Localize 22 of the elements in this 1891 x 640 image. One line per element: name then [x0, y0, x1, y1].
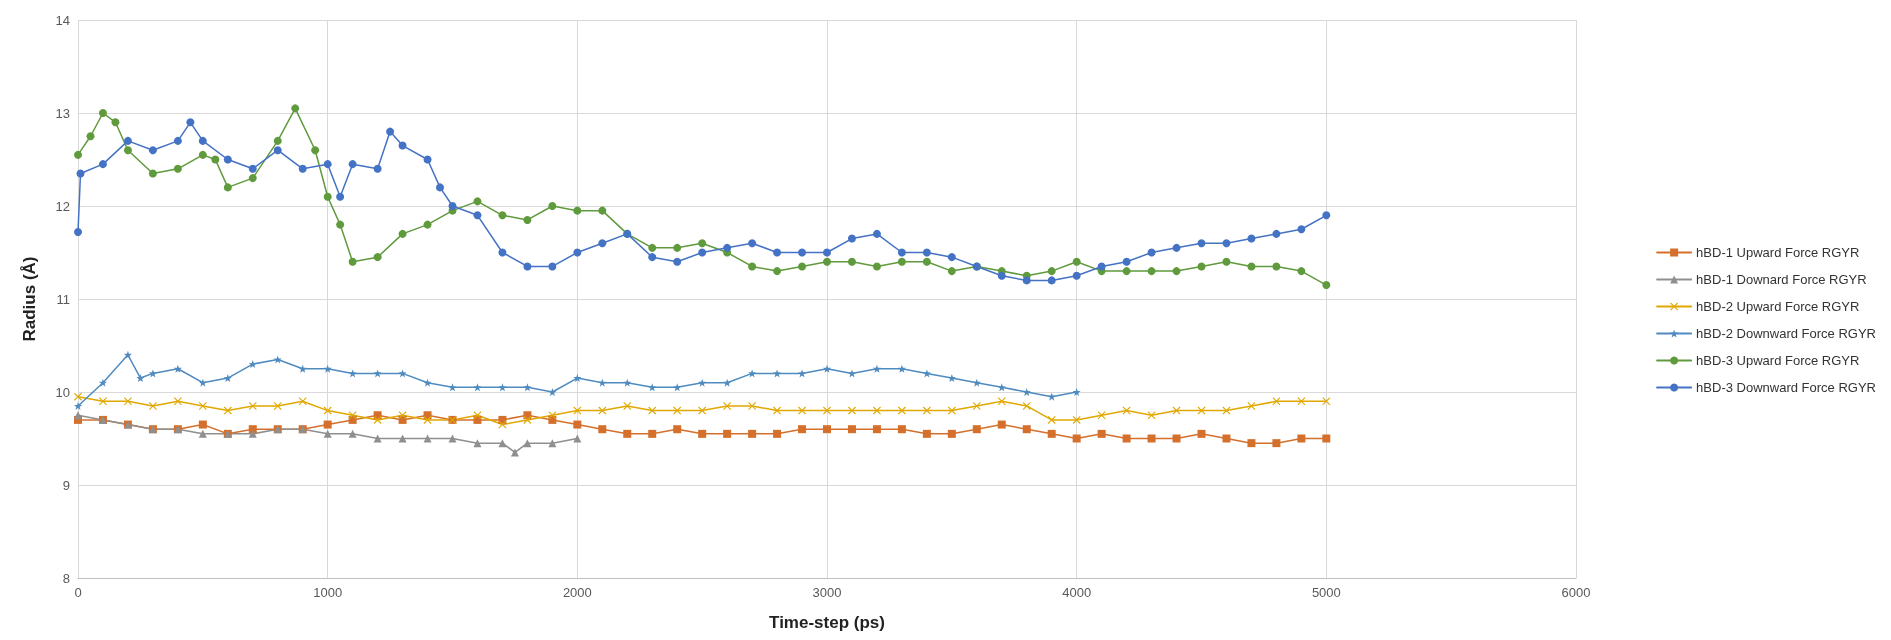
y-tick-label: 8	[62, 570, 70, 586]
y-tick-label: 9	[62, 477, 70, 493]
y-tick-label: 12	[55, 198, 70, 214]
legend-label: hBD-2 Downward Force RGYR	[1696, 326, 1876, 341]
legend-label: hBD-3 Downward Force RGYR	[1696, 380, 1876, 395]
legend-label: hBD-2 Upward Force RGYR	[1696, 299, 1860, 314]
x-tick-label: 0	[74, 585, 82, 600]
legend-label: hBD-1 Downard Force RGYR	[1696, 272, 1867, 287]
y-tick-label: 13	[55, 105, 70, 121]
legend-label: hBD-1 Upward Force RGYR	[1696, 245, 1860, 260]
y-tick-label: 14	[55, 12, 70, 28]
x-tick-label: 4000	[1062, 585, 1092, 600]
y-axis-title: Radius (Å)	[20, 256, 39, 342]
x-tick-label: 2000	[562, 585, 592, 600]
x-tick-label: 3000	[812, 585, 842, 600]
y-tick-label: 11	[56, 291, 70, 307]
y-tick-label: 10	[55, 384, 70, 400]
legend-label: hBD-3 Upward Force RGYR	[1696, 353, 1860, 368]
x-tick-label: 1000	[313, 585, 343, 600]
x-axis-title: Time-step (ps)	[769, 613, 885, 632]
x-tick-label: 6000	[1561, 585, 1591, 600]
x-tick-label: 5000	[1311, 585, 1341, 600]
